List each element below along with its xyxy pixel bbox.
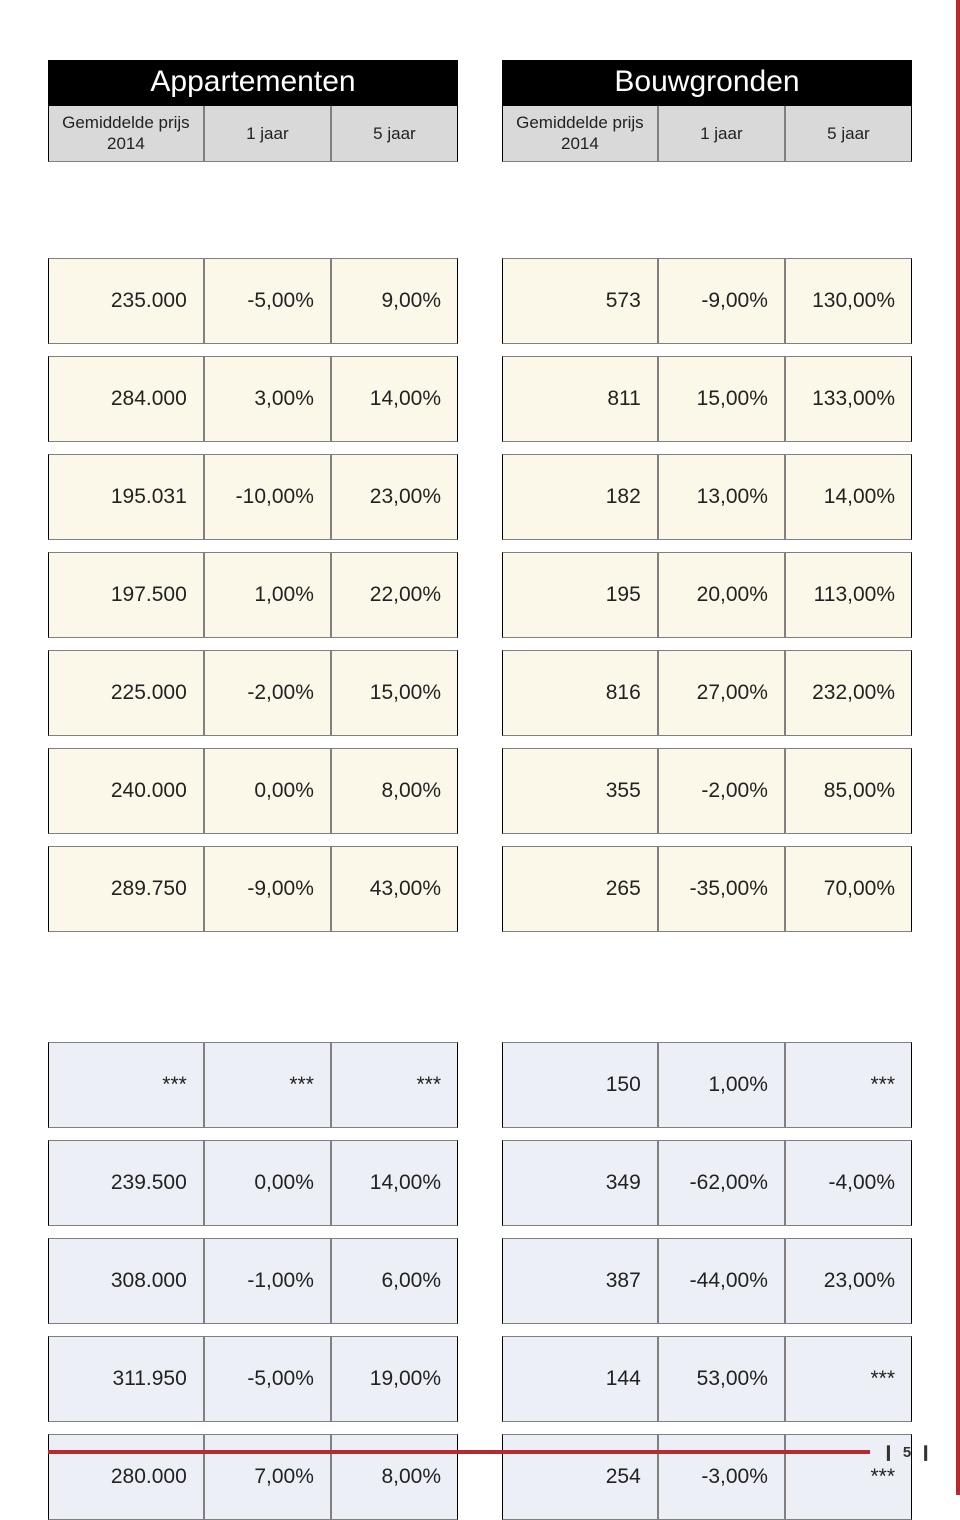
- cell: 232,00%: [785, 650, 912, 736]
- cell: -2,00%: [658, 748, 785, 834]
- cell: 85,00%: [785, 748, 912, 834]
- cell: 22,00%: [331, 552, 458, 638]
- cell: ***: [785, 1336, 912, 1422]
- cell: -44,00%: [658, 1238, 785, 1324]
- cell: -5,00%: [204, 258, 331, 344]
- cell: ***: [48, 1042, 204, 1128]
- cell: 53,00%: [658, 1336, 785, 1422]
- cell: 195: [502, 552, 658, 638]
- cell: -62,00%: [658, 1140, 785, 1226]
- cell: 70,00%: [785, 846, 912, 932]
- cell: -5,00%: [204, 1336, 331, 1422]
- cell: 811: [502, 356, 658, 442]
- footer-rule: [48, 1450, 870, 1454]
- cell: 130,00%: [785, 258, 912, 344]
- cell: 150: [502, 1042, 658, 1128]
- cell: -4,00%: [785, 1140, 912, 1226]
- cell: 182: [502, 454, 658, 540]
- col-header: 5 jaar: [331, 106, 458, 162]
- cell: 14,00%: [331, 356, 458, 442]
- cell: 144: [502, 1336, 658, 1422]
- cell: 816: [502, 650, 658, 736]
- cell: 9,00%: [331, 258, 458, 344]
- cell: 133,00%: [785, 356, 912, 442]
- page-edge-accent: [956, 0, 960, 1495]
- cell: -10,00%: [204, 454, 331, 540]
- page-number: ❙ 5 ❙: [882, 1443, 934, 1461]
- cell: 289.750: [48, 846, 204, 932]
- cell: -35,00%: [658, 846, 785, 932]
- cell: 27,00%: [658, 650, 785, 736]
- appartementen-table: Appartementen Gemiddelde prijs2014 1 jaa…: [48, 60, 458, 1520]
- cell: 15,00%: [331, 650, 458, 736]
- cell: -9,00%: [204, 846, 331, 932]
- bouwgronden-table: Bouwgronden Gemiddelde prijs2014 1 jaar …: [502, 60, 912, 1520]
- cell: 235.000: [48, 258, 204, 344]
- cell: 225.000: [48, 650, 204, 736]
- cell: 6,00%: [331, 1238, 458, 1324]
- cell: 265: [502, 846, 658, 932]
- cell: 311.950: [48, 1336, 204, 1422]
- cell: 284.000: [48, 356, 204, 442]
- cell: 113,00%: [785, 552, 912, 638]
- cell: 349: [502, 1140, 658, 1226]
- cell: 43,00%: [331, 846, 458, 932]
- col-header: 1 jaar: [204, 106, 331, 162]
- col-header: 1 jaar: [658, 106, 785, 162]
- cell: 23,00%: [785, 1238, 912, 1324]
- cell: 197.500: [48, 552, 204, 638]
- cell: 387: [502, 1238, 658, 1324]
- cell: 14,00%: [331, 1140, 458, 1226]
- cell: 14,00%: [785, 454, 912, 540]
- cell: 0,00%: [204, 1140, 331, 1226]
- table-title-right: Bouwgronden: [502, 60, 912, 106]
- cell: 1,00%: [204, 552, 331, 638]
- col-header: Gemiddelde prijs2014: [502, 106, 658, 162]
- cell: 308.000: [48, 1238, 204, 1324]
- cell: ***: [204, 1042, 331, 1128]
- cell: ***: [331, 1042, 458, 1128]
- table-title-left: Appartementen: [48, 60, 458, 106]
- cell: 0,00%: [204, 748, 331, 834]
- cell: 15,00%: [658, 356, 785, 442]
- cell: 239.500: [48, 1140, 204, 1226]
- cell: 13,00%: [658, 454, 785, 540]
- cell: 19,00%: [331, 1336, 458, 1422]
- cell: 1,00%: [658, 1042, 785, 1128]
- cell: -1,00%: [204, 1238, 331, 1324]
- page-footer: ❙ 5 ❙: [0, 1443, 960, 1461]
- cell: 23,00%: [331, 454, 458, 540]
- cell: 573: [502, 258, 658, 344]
- col-header: Gemiddelde prijs2014: [48, 106, 204, 162]
- cell: -2,00%: [204, 650, 331, 736]
- cell: 8,00%: [331, 748, 458, 834]
- col-header: 5 jaar: [785, 106, 912, 162]
- cell: 240.000: [48, 748, 204, 834]
- cell: -9,00%: [658, 258, 785, 344]
- cell: 195.031: [48, 454, 204, 540]
- cell: 20,00%: [658, 552, 785, 638]
- cell: 3,00%: [204, 356, 331, 442]
- cell: 355: [502, 748, 658, 834]
- cell: ***: [785, 1042, 912, 1128]
